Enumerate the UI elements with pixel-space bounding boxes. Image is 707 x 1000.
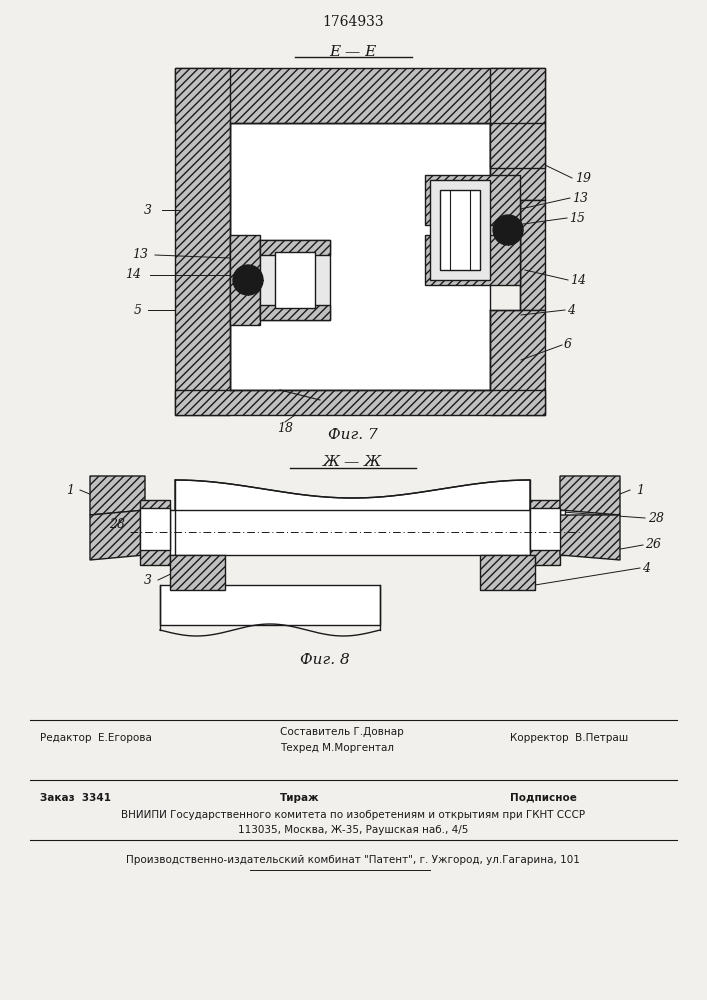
Text: 13: 13 — [132, 248, 148, 261]
Text: 15: 15 — [569, 212, 585, 225]
Text: 26: 26 — [645, 538, 661, 552]
Text: Составитель Г.Довнар: Составитель Г.Довнар — [280, 727, 404, 737]
Text: 14: 14 — [125, 268, 141, 282]
Text: Ж — Ж: Ж — Ж — [323, 455, 382, 469]
Bar — [260, 240, 330, 320]
Text: 113035, Москва, Ж-35, Раушская наб., 4/5: 113035, Москва, Ж-35, Раушская наб., 4/5 — [238, 825, 468, 835]
Text: Заказ  3341: Заказ 3341 — [40, 793, 111, 803]
Bar — [170, 555, 225, 590]
Bar — [175, 68, 230, 415]
Text: Корректор  В.Петраш: Корректор В.Петраш — [510, 733, 629, 743]
Bar — [425, 235, 520, 285]
Text: 5: 5 — [134, 304, 142, 316]
Text: E — E: E — E — [329, 45, 377, 59]
Bar — [530, 500, 560, 565]
Text: Фиг. 7: Фиг. 7 — [328, 428, 378, 442]
Bar — [440, 190, 480, 270]
Bar — [230, 235, 260, 325]
Polygon shape — [90, 510, 145, 560]
Text: 1764933: 1764933 — [322, 15, 384, 29]
Text: 6: 6 — [564, 338, 572, 352]
Bar — [230, 123, 490, 390]
Text: Тираж: Тираж — [280, 793, 320, 803]
Bar — [430, 180, 490, 280]
Text: 4: 4 — [642, 562, 650, 574]
Bar — [490, 123, 545, 168]
Text: 28: 28 — [648, 512, 664, 524]
Text: Производственно-издательский комбинат "Патент", г. Ужгород, ул.Гагарина, 101: Производственно-издательский комбинат "П… — [126, 855, 580, 865]
Text: 19: 19 — [575, 172, 591, 184]
Bar — [160, 585, 380, 625]
Text: Техред М.Моргентал: Техред М.Моргентал — [280, 743, 394, 753]
Text: 3: 3 — [144, 204, 152, 217]
Bar — [260, 305, 330, 320]
Bar — [175, 390, 545, 415]
Text: 18: 18 — [277, 422, 293, 434]
Text: 28: 28 — [109, 518, 125, 532]
Text: 13: 13 — [572, 192, 588, 205]
Bar — [275, 252, 315, 308]
Bar — [260, 240, 330, 255]
Polygon shape — [560, 476, 620, 515]
Bar — [490, 68, 545, 200]
Text: ВНИИПИ Государственного комитета по изобретениям и открытиям при ГКНТ СССР: ВНИИПИ Государственного комитета по изоб… — [121, 810, 585, 820]
Polygon shape — [560, 515, 620, 560]
Bar — [520, 200, 545, 310]
Bar — [490, 310, 545, 415]
Circle shape — [493, 215, 523, 245]
Text: 3: 3 — [144, 574, 152, 586]
Text: 1: 1 — [636, 484, 644, 496]
Text: 1: 1 — [66, 484, 74, 496]
Bar — [480, 555, 535, 590]
Bar — [140, 500, 170, 565]
Bar — [425, 175, 520, 225]
Bar — [175, 68, 545, 123]
Bar — [530, 508, 560, 550]
Bar — [140, 508, 170, 550]
Text: Подписное: Подписное — [510, 793, 577, 803]
Circle shape — [233, 265, 263, 295]
Text: Фиг. 8: Фиг. 8 — [300, 653, 350, 667]
Bar — [140, 510, 565, 555]
Polygon shape — [90, 476, 145, 515]
Text: 14: 14 — [570, 273, 586, 286]
Text: Редактор  Е.Егорова: Редактор Е.Егорова — [40, 733, 152, 743]
Text: 4: 4 — [567, 304, 575, 316]
Polygon shape — [175, 480, 530, 555]
